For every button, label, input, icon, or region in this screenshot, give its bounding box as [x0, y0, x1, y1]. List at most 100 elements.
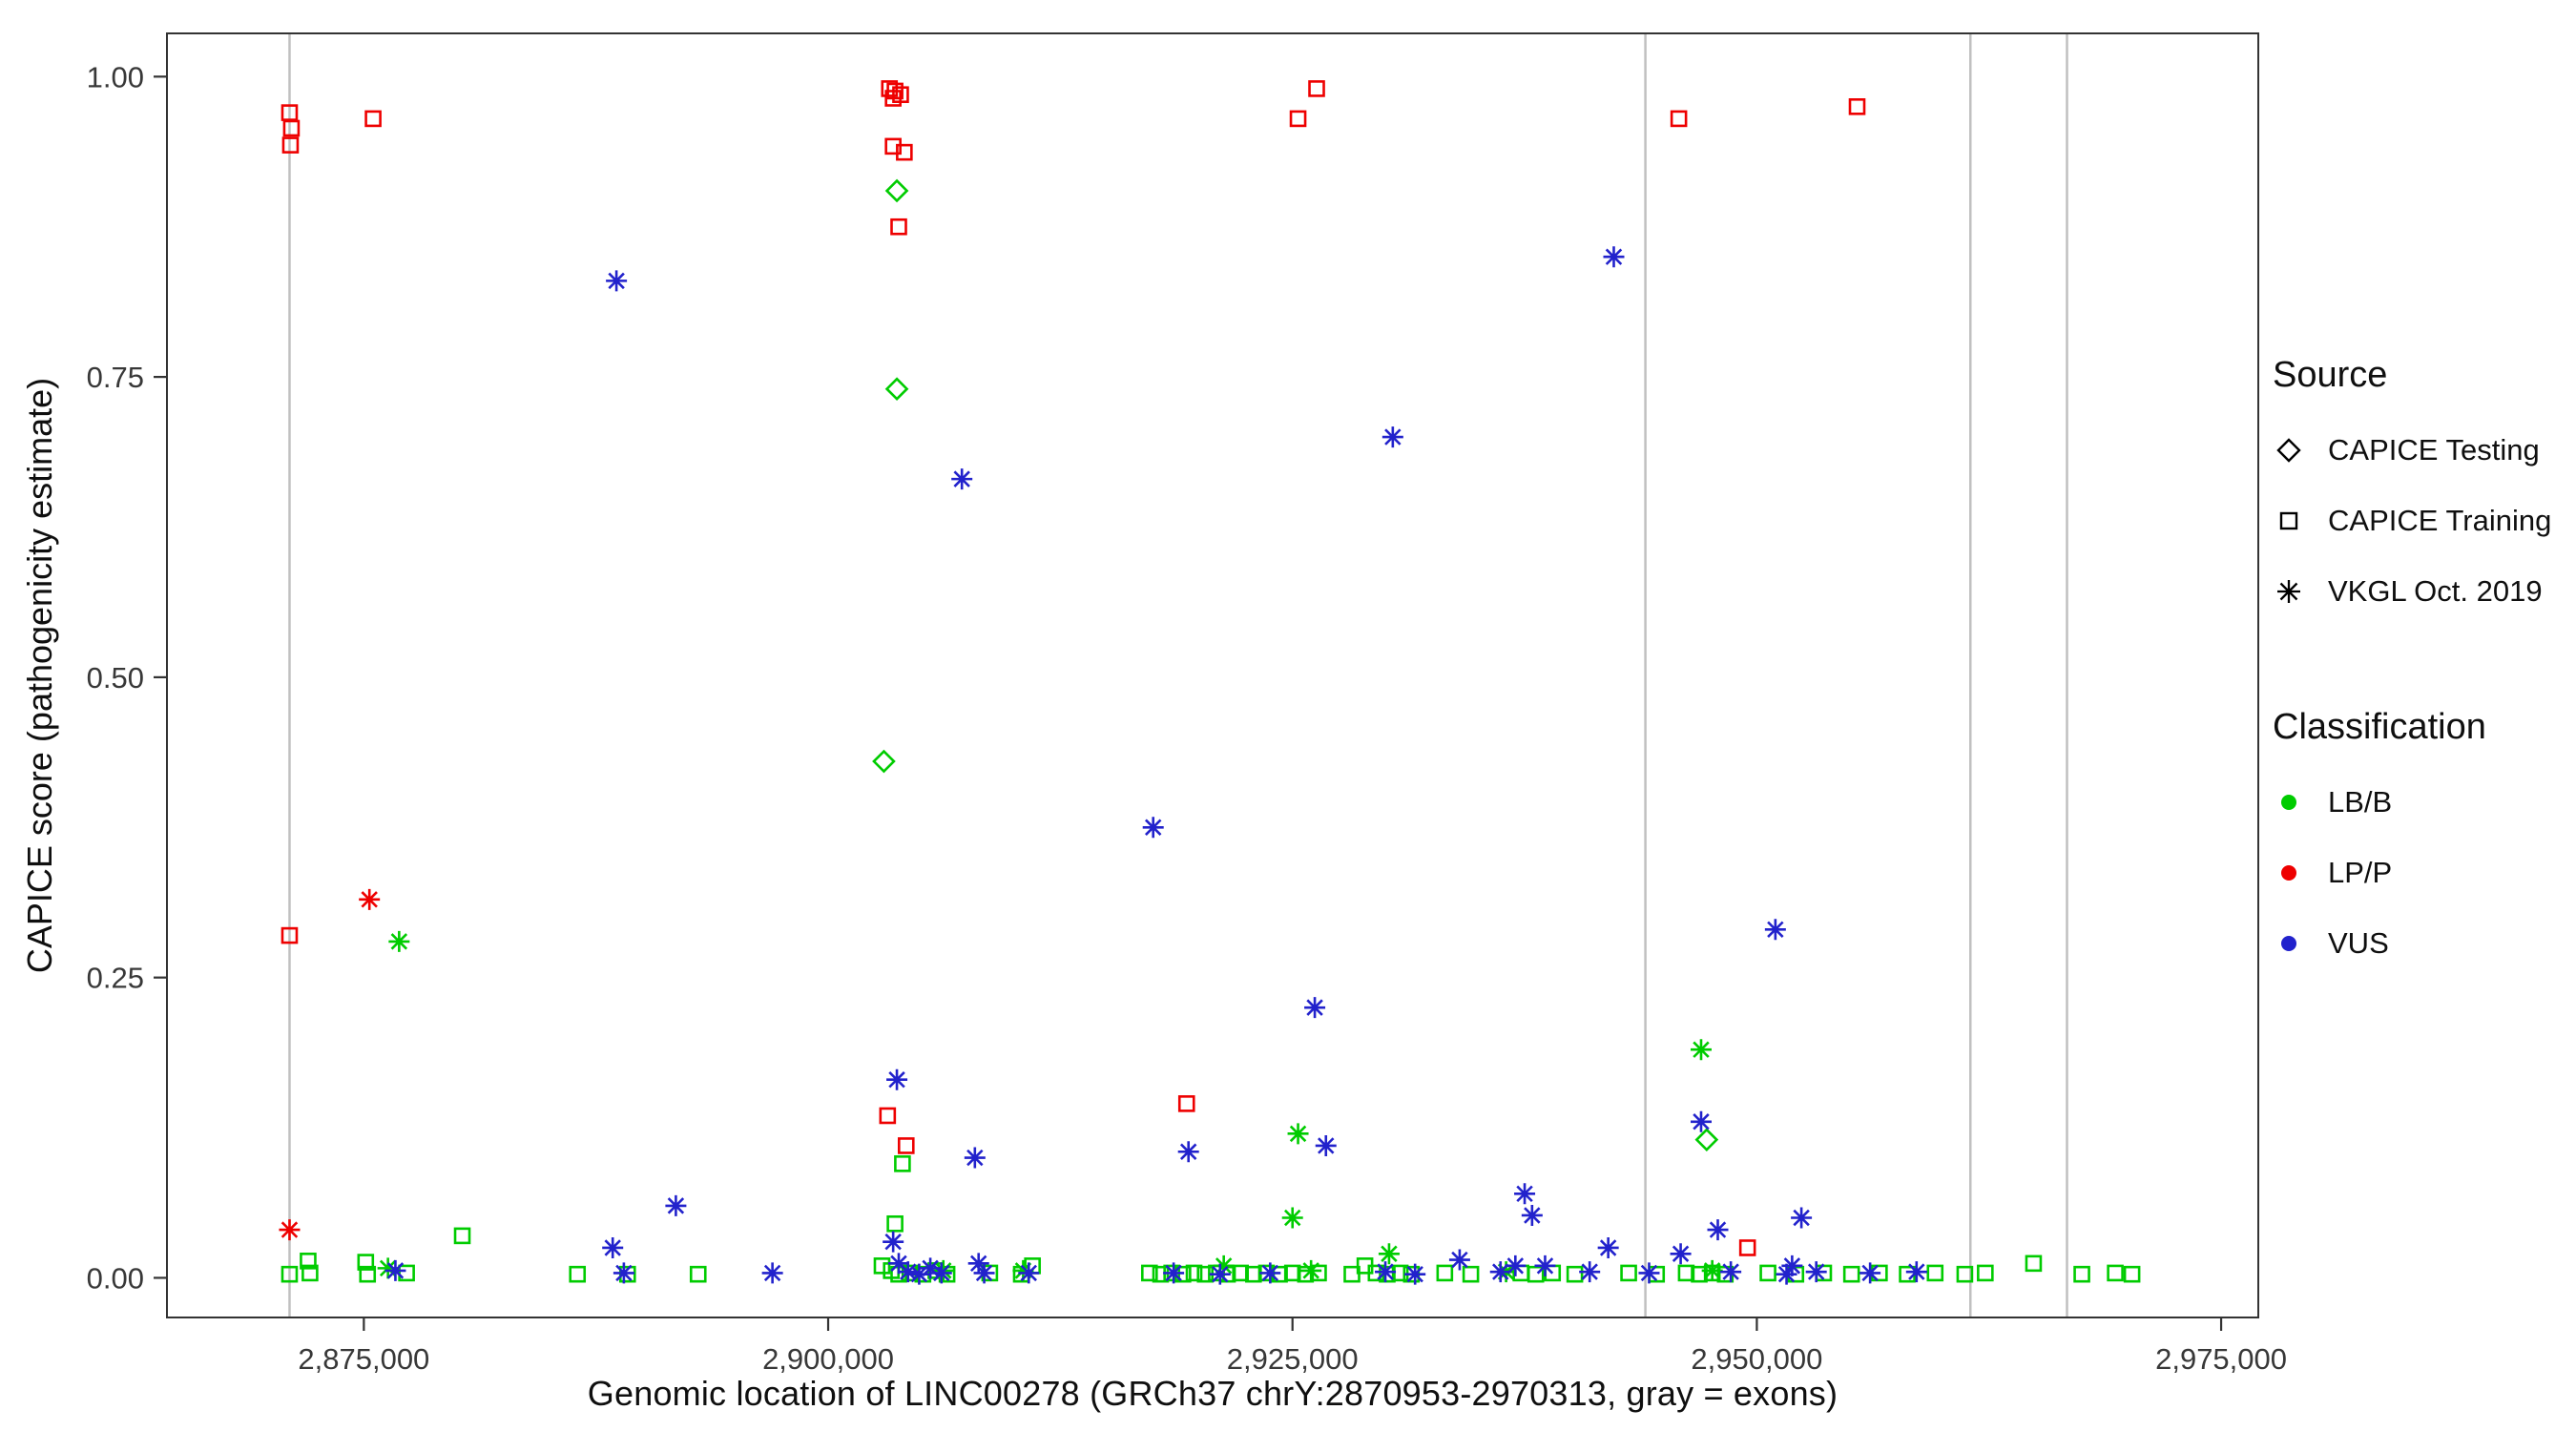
data-point-square — [1670, 110, 1688, 128]
legend-item-lbb: LB/B — [2273, 767, 2568, 838]
asterisk-icon — [2277, 580, 2300, 603]
y-tick-label: 0.25 — [87, 962, 144, 995]
data-point-asterisk — [1381, 426, 1403, 448]
data-point-square — [1308, 80, 1325, 97]
lpp-color-dot — [2281, 865, 2296, 881]
data-point-asterisk — [1378, 1243, 1400, 1265]
data-point-square — [1310, 1264, 1327, 1282]
data-point-asterisk — [377, 1257, 399, 1279]
data-point-square — [1691, 1265, 1708, 1283]
data-point-asterisk — [1791, 1207, 1813, 1229]
data-point-asterisk — [1805, 1261, 1827, 1283]
data-point-asterisk — [761, 1262, 783, 1284]
data-point-square — [1185, 1264, 1203, 1282]
data-point-square — [896, 143, 913, 161]
data-point-asterisk — [1142, 817, 1164, 839]
data-point-square — [894, 1155, 911, 1172]
data-point-asterisk — [1505, 1255, 1527, 1276]
legend-label-lpp: LP/P — [2328, 856, 2393, 889]
data-point-square — [1462, 1265, 1480, 1283]
y-tick-label: 0.75 — [87, 361, 144, 394]
data-point-asterisk — [1315, 1134, 1337, 1156]
data-point-asterisk — [886, 1068, 908, 1090]
data-point-asterisk — [1287, 1123, 1309, 1145]
legend-item-lpp: LP/P — [2273, 838, 2568, 908]
data-point-diamond — [884, 377, 909, 402]
data-point-asterisk — [1701, 1259, 1723, 1281]
data-point-square — [1289, 110, 1307, 128]
data-point-square — [2025, 1255, 2043, 1273]
data-point-square — [1343, 1265, 1361, 1283]
x-tick-label: 2,975,000 — [2155, 1342, 2287, 1376]
data-point-square — [1177, 1095, 1195, 1112]
data-point-diamond — [1694, 1128, 1719, 1151]
data-point-asterisk — [1764, 919, 1786, 941]
data-point-square — [1848, 98, 1866, 115]
y-tick-label: 0.00 — [87, 1261, 144, 1295]
data-point-asterisk — [388, 930, 410, 952]
data-point-asterisk — [1720, 1261, 1742, 1283]
data-point-square — [280, 1265, 299, 1283]
x-tick-label: 2,900,000 — [762, 1342, 894, 1376]
data-point-asterisk — [1163, 1262, 1185, 1284]
data-point-asterisk — [665, 1194, 687, 1216]
legend-item-vkgl: VKGL Oct. 2019 — [2273, 556, 2568, 627]
data-point-asterisk — [967, 1253, 989, 1275]
legend-source-title: Source — [2273, 355, 2388, 395]
data-point-asterisk — [897, 1261, 919, 1283]
data-point-square — [1956, 1265, 1974, 1283]
data-point-asterisk — [1597, 1236, 1619, 1258]
data-point-asterisk — [606, 270, 628, 292]
data-point-square — [1566, 1265, 1584, 1283]
data-point-asterisk — [964, 1147, 986, 1169]
data-point-square — [1738, 1239, 1756, 1256]
data-point-asterisk — [1404, 1263, 1426, 1285]
data-point-square — [357, 1254, 375, 1271]
data-point-square — [1703, 1264, 1721, 1282]
data-point-asterisk — [1018, 1262, 1040, 1284]
data-point-asterisk — [1489, 1261, 1511, 1283]
data-point-square — [1759, 1264, 1776, 1282]
data-point-square — [280, 926, 299, 944]
data-point-asterisk — [1781, 1255, 1803, 1276]
data-point-square — [1977, 1264, 1994, 1282]
data-point-asterisk — [1579, 1261, 1601, 1283]
data-point-square — [1527, 1265, 1545, 1283]
data-point-diamond — [884, 178, 909, 203]
data-point-square — [301, 1264, 319, 1282]
data-point-asterisk — [1707, 1219, 1729, 1241]
y-tick-label: 0.50 — [87, 661, 144, 695]
data-point-asterisk — [613, 1262, 634, 1284]
data-point-asterisk — [1690, 1110, 1712, 1132]
x-axis-title: Genomic location of LINC00278 (GRCh37 ch… — [587, 1374, 1839, 1413]
data-point-square — [1141, 1264, 1158, 1282]
data-point-square — [1677, 1264, 1695, 1282]
data-point-asterisk — [1304, 997, 1326, 1019]
data-point-square — [1297, 1265, 1315, 1283]
legend-label-vus: VUS — [2328, 926, 2389, 960]
data-point-square — [886, 1214, 904, 1233]
data-point-square — [2107, 1264, 2124, 1282]
data-point-asterisk — [1259, 1262, 1281, 1284]
data-point-asterisk — [1670, 1243, 1692, 1265]
legend-label-vkgl: VKGL Oct. 2019 — [2328, 574, 2543, 608]
data-point-asterisk — [930, 1262, 952, 1284]
data-point-asterisk — [1514, 1183, 1536, 1205]
data-point-diamond — [872, 749, 896, 774]
data-point-square — [282, 119, 301, 137]
data-point-asterisk — [1859, 1262, 1881, 1284]
y-tick-label: 1.00 — [87, 60, 144, 93]
lbb-color-dot — [2281, 795, 2296, 810]
data-point-asterisk — [1776, 1263, 1797, 1285]
data-point-square — [897, 1137, 915, 1154]
legend-item-capice-testing: CAPICE Testing — [2273, 415, 2568, 486]
x-tick-label: 2,925,000 — [1227, 1342, 1359, 1376]
legend-item-vus: VUS — [2273, 908, 2568, 979]
panel-border — [166, 32, 2259, 1318]
data-point-square — [359, 1265, 377, 1283]
data-point-square — [2073, 1265, 2090, 1283]
data-point-asterisk — [1521, 1204, 1543, 1226]
data-point-asterisk — [888, 1253, 910, 1275]
data-point-asterisk — [359, 888, 381, 910]
